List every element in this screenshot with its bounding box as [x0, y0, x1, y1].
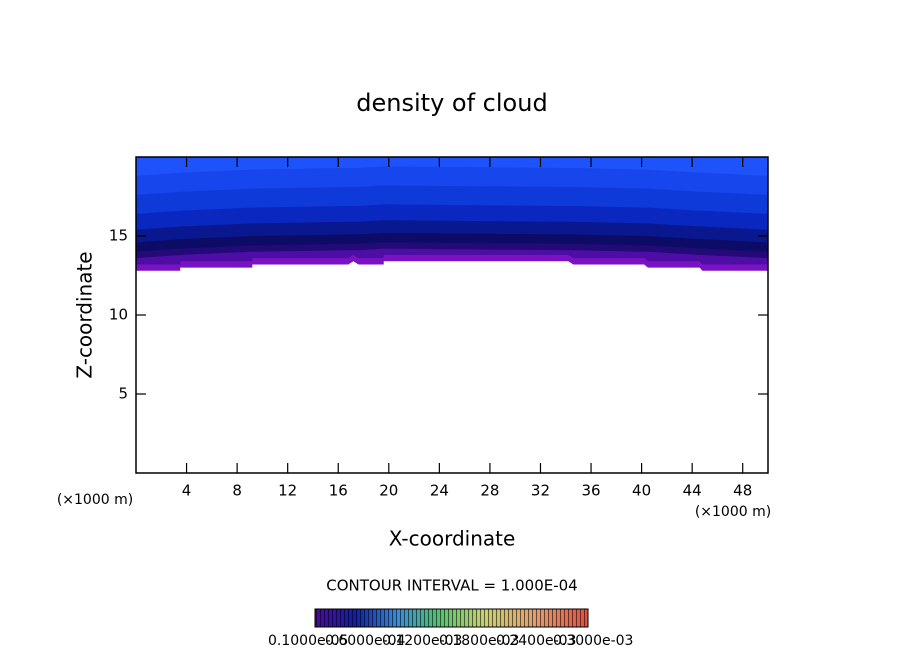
x-tick-label: 36 — [581, 482, 600, 500]
y-tick-label: 10 — [109, 306, 128, 324]
x-tick-label: 20 — [379, 482, 398, 500]
x-unit-label: (×1000 m) — [57, 492, 133, 508]
x-tick-label: 28 — [480, 482, 499, 500]
contour-band — [136, 157, 768, 176]
colorbar-label: 0.1200e-03 — [382, 633, 462, 649]
x-unit-label: (×1000 m) — [695, 504, 771, 520]
x-tick-label: 40 — [632, 482, 651, 500]
x-tick-label: 44 — [683, 482, 702, 500]
y-axis-label: Z-coordinate — [73, 251, 97, 378]
x-tick-label: 4 — [182, 482, 192, 500]
colorbar-label: 0.6000e-04 — [325, 633, 406, 649]
x-tick-label: 24 — [430, 482, 449, 500]
colorbar-label: 0.2400e-03 — [496, 633, 576, 649]
x-tick-label: 12 — [278, 482, 297, 500]
contour-field — [136, 157, 768, 271]
colorbar-label: 0.1000e-05 — [268, 633, 348, 649]
x-tick-label: 16 — [329, 482, 348, 500]
contour-interval: CONTOUR INTERVAL = 1.000E-04 — [326, 577, 577, 595]
x-axis-label: X-coordinate — [389, 527, 516, 551]
colorbar-label: 0.1800e-03 — [439, 633, 519, 649]
chart-title: density of cloud — [356, 89, 547, 117]
y-tick-label: 15 — [109, 227, 128, 245]
colorbar-stripes — [315, 609, 588, 627]
x-tick-label: 8 — [232, 482, 242, 500]
y-tick-label: 5 — [118, 385, 128, 403]
x-tick-label: 32 — [531, 482, 550, 500]
colorbar-frame — [314, 608, 589, 628]
x-tick-label: 48 — [733, 482, 752, 500]
colorbar-label: 0.3000e-03 — [553, 633, 633, 649]
